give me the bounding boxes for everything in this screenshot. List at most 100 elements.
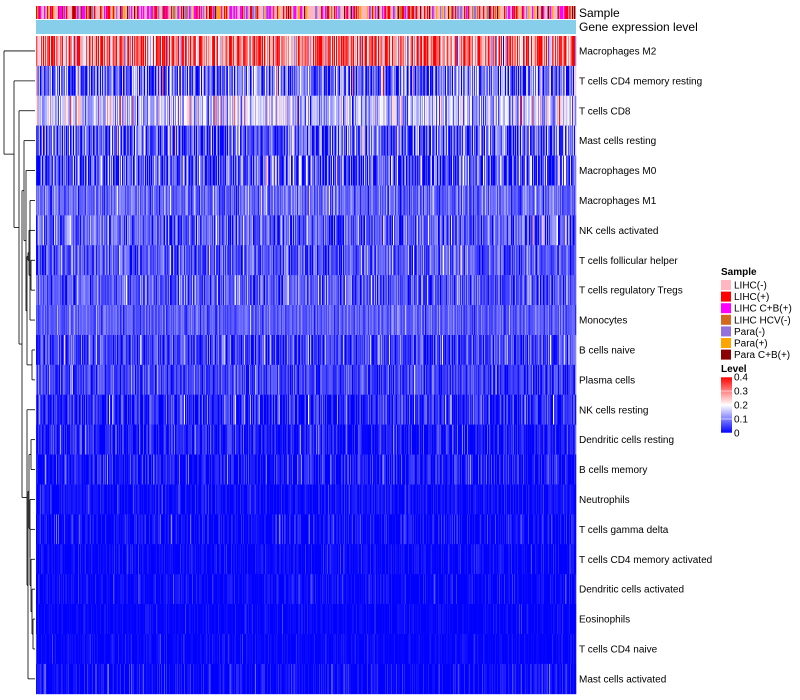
heatmap-cell — [274, 95, 276, 126]
heatmap-cell — [297, 125, 299, 156]
heatmap-cell — [446, 95, 448, 126]
heatmap-cell — [77, 155, 79, 186]
heatmap-cell — [228, 65, 230, 97]
heatmap-cell — [255, 215, 257, 246]
heatmap-cell — [229, 185, 231, 216]
heatmap-cell — [384, 36, 386, 67]
heatmap-cell — [502, 95, 504, 126]
heatmap-cell — [485, 65, 487, 97]
heatmap-cell — [82, 155, 84, 186]
heatmap-cell — [452, 215, 454, 246]
heatmap-cell — [386, 125, 388, 156]
heatmap-cell — [103, 65, 105, 97]
heatmap-cell — [532, 185, 534, 216]
sample-cell — [548, 6, 550, 19]
sample-cell — [51, 6, 53, 19]
heatmap-cell — [259, 125, 261, 156]
heatmap-cell — [74, 215, 76, 246]
heatmap-cell — [408, 65, 410, 97]
heatmap-cell — [201, 215, 203, 246]
heatmap-cell — [536, 125, 538, 156]
heatmap-cell — [218, 36, 220, 67]
heatmap-cell — [102, 36, 104, 67]
heatmap-cell — [410, 125, 412, 156]
heatmap-cell — [516, 125, 518, 156]
heatmap-cell — [299, 155, 301, 186]
heatmap-cell — [542, 125, 544, 156]
heatmap-cell — [230, 95, 232, 126]
heatmap-cell — [150, 155, 152, 186]
heatmap-cell — [303, 65, 305, 97]
heatmap-cell — [561, 65, 563, 97]
heatmap-cell — [403, 95, 405, 126]
heatmap-cell — [92, 65, 94, 97]
heatmap-cell — [476, 215, 478, 246]
heatmap-cell — [550, 185, 552, 216]
heatmap-cell — [243, 65, 245, 97]
heatmap-cell — [544, 155, 546, 186]
heatmap-cell — [94, 125, 96, 156]
heatmap-cell — [40, 155, 42, 186]
heatmap-cell — [188, 95, 190, 126]
heatmap-cell — [129, 95, 131, 126]
heatmap-cell — [419, 36, 421, 67]
heatmap-cell — [450, 185, 452, 216]
heatmap-cell — [524, 36, 526, 67]
heatmap-cell — [161, 155, 163, 186]
heatmap-cell — [231, 215, 233, 246]
heatmap-cell — [416, 185, 418, 216]
heatmap-cell — [257, 155, 259, 186]
heatmap-cell — [533, 185, 535, 216]
sample-cell — [241, 6, 243, 19]
heatmap-cell — [191, 185, 193, 216]
sample-cell — [277, 6, 279, 19]
heatmap-cell — [469, 36, 471, 67]
heatmap-cell — [425, 185, 427, 216]
heatmap-cell — [520, 36, 522, 67]
heatmap-cell — [137, 36, 139, 67]
heatmap-cell — [76, 215, 78, 246]
heatmap-cell — [113, 36, 115, 67]
heatmap-cell — [438, 36, 440, 67]
sample-cell — [432, 6, 434, 19]
heatmap-cell — [74, 36, 76, 67]
heatmap-cell — [171, 125, 173, 156]
heatmap-cell — [141, 125, 143, 156]
heatmap-cell — [517, 125, 519, 156]
heatmap-cell — [72, 125, 74, 156]
sample-cell — [564, 6, 566, 19]
heatmap-cell — [157, 95, 159, 126]
sample-cell — [466, 6, 468, 19]
heatmap-cell — [236, 95, 238, 126]
heatmap-cell — [146, 215, 148, 246]
heatmap-cell — [477, 125, 479, 156]
heatmap-cell — [269, 155, 271, 186]
heatmap-cell — [136, 125, 138, 156]
heatmap-cell — [41, 215, 43, 246]
heatmap-cell — [98, 65, 100, 97]
heatmap-cell — [132, 125, 134, 156]
heatmap-cell — [131, 185, 133, 216]
heatmap-cell — [313, 95, 315, 126]
sample-cell — [107, 6, 109, 19]
heatmap-cell — [59, 185, 61, 216]
heatmap-cell — [350, 185, 352, 216]
heatmap-cell — [546, 125, 548, 156]
heatmap-cell — [376, 65, 378, 97]
heatmap-cell — [458, 36, 460, 67]
heatmap-cell — [558, 95, 560, 126]
heatmap-cell — [281, 36, 283, 67]
heatmap-cell — [226, 125, 228, 156]
heatmap-cell — [467, 65, 469, 97]
heatmap-cell — [279, 65, 281, 97]
heatmap-cell — [97, 65, 99, 97]
heatmap-cell — [299, 65, 301, 97]
heatmap-cell — [104, 215, 106, 246]
heatmap-cell — [261, 95, 263, 126]
heatmap-cell — [390, 155, 392, 186]
heatmap-cell — [101, 155, 103, 186]
heatmap-cell — [53, 95, 55, 126]
heatmap-cell — [385, 185, 387, 216]
heatmap-cell — [143, 185, 145, 216]
heatmap-cell — [228, 185, 230, 216]
